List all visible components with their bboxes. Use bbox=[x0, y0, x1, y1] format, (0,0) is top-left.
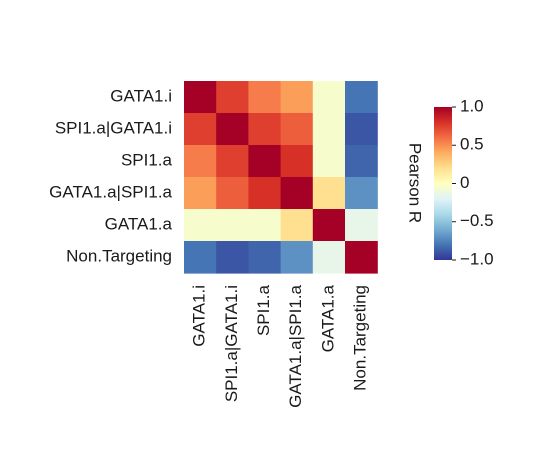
heatmap-cell bbox=[248, 209, 282, 242]
colorbar-tick-label: 0.5 bbox=[460, 135, 484, 154]
row-labels: GATA1.i SPI1.a|GATA1.i SPI1.a GATA1.a|SPI1.… bbox=[49, 86, 172, 265]
heatmap-cell bbox=[216, 145, 249, 178]
heatmap-cell bbox=[280, 209, 314, 242]
heatmap-cell bbox=[312, 241, 346, 274]
heatmap-cell bbox=[280, 241, 314, 274]
heatmap-cell bbox=[216, 113, 249, 146]
heatmap-cell bbox=[280, 145, 314, 178]
colorbar-tick-label: 1.0 bbox=[460, 96, 484, 115]
heatmap-cell bbox=[345, 209, 378, 242]
heatmap-cell bbox=[216, 81, 249, 114]
heatmap-cell bbox=[345, 113, 378, 146]
heatmap-cell bbox=[248, 113, 282, 146]
heatmap-cell bbox=[312, 209, 346, 242]
column-label: GATA1.a bbox=[318, 284, 337, 352]
heatmap-cell bbox=[184, 81, 217, 114]
column-label: GATA1.a|SPI1.a bbox=[286, 284, 305, 407]
heatmap-cell bbox=[184, 113, 217, 146]
heatmap-cell bbox=[345, 177, 378, 210]
heatmap-cell bbox=[345, 241, 378, 274]
colorbar-title: Pearson R bbox=[406, 143, 425, 223]
row-label: GATA1.a|SPI1.a bbox=[49, 182, 172, 201]
heatmap-cell bbox=[216, 177, 249, 210]
heatmap-cell bbox=[312, 145, 346, 178]
row-label: GATA1.a bbox=[105, 214, 173, 233]
colorbar-ticks: 1.0 0.5 0 −0.5 −1.0 bbox=[452, 96, 494, 268]
heatmap-cell bbox=[312, 113, 346, 146]
heatmap-cell bbox=[248, 145, 282, 178]
colorbar-tick-label: 0 bbox=[460, 173, 469, 192]
row-label: SPI1.a bbox=[121, 150, 173, 169]
column-label: SPI1.a|GATA1.i bbox=[222, 285, 241, 402]
row-label: Non.Targeting bbox=[66, 246, 172, 265]
heatmap-cell bbox=[280, 113, 314, 146]
column-label: Non.Targeting bbox=[351, 285, 370, 391]
heatmap-cell bbox=[345, 145, 378, 178]
heatmap-cell bbox=[184, 209, 217, 242]
heatmap-cell bbox=[216, 209, 249, 242]
heatmap-cell bbox=[248, 241, 282, 274]
colorbar-gradient bbox=[434, 107, 452, 260]
heatmap-cells bbox=[184, 81, 378, 274]
heatmap-cell bbox=[184, 177, 217, 210]
row-label: SPI1.a|GATA1.i bbox=[55, 118, 172, 137]
heatmap-cell bbox=[345, 81, 378, 114]
row-label: GATA1.i bbox=[110, 86, 172, 105]
heatmap-cell bbox=[312, 177, 346, 210]
colorbar-tick-label: −0.5 bbox=[460, 211, 494, 230]
heatmap-cell bbox=[280, 81, 314, 114]
colorbar: 1.0 0.5 0 −0.5 −1.0 Pearson R bbox=[406, 96, 494, 268]
heatmap-cell bbox=[184, 145, 217, 178]
heatmap-cell bbox=[184, 241, 217, 274]
heatmap-cell bbox=[312, 81, 346, 114]
heatmap-cell bbox=[248, 81, 282, 114]
column-labels: GATA1.i SPI1.a|GATA1.i SPI1.a GATA1.a|SPI1.… bbox=[190, 284, 370, 407]
column-label: GATA1.i bbox=[190, 285, 209, 347]
heatmap-cell bbox=[280, 177, 314, 210]
colorbar-tick-label: −1.0 bbox=[460, 249, 494, 268]
heatmap-cell bbox=[216, 241, 249, 274]
column-label: SPI1.a bbox=[254, 284, 273, 336]
heatmap-cell bbox=[248, 177, 282, 210]
